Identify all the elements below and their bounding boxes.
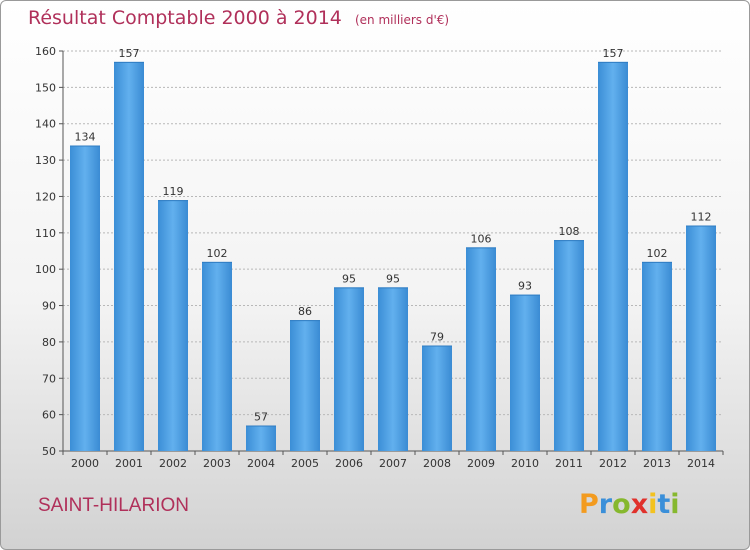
value-label: 106 xyxy=(471,232,492,245)
x-tick-label: 2000 xyxy=(71,457,99,470)
logo-letter: P xyxy=(579,489,599,520)
city-name: SAINT-HILARION xyxy=(38,495,189,516)
logo-letter: t xyxy=(657,489,671,520)
value-label: 157 xyxy=(119,47,140,60)
value-label: 95 xyxy=(342,272,356,285)
value-label: 119 xyxy=(163,185,184,198)
y-tick-label: 150 xyxy=(35,81,56,94)
x-tick-label: 2003 xyxy=(203,457,231,470)
value-label: 157 xyxy=(603,47,624,60)
bar xyxy=(686,225,716,451)
value-label: 134 xyxy=(75,131,96,144)
value-label: 95 xyxy=(386,272,400,285)
bar xyxy=(510,294,540,451)
y-tick-label: 70 xyxy=(42,372,56,385)
labels: 50 60 70 80 90 100 110 120 130 140 150 160 134 2000 15… xyxy=(35,45,715,470)
y-tick-label: 60 xyxy=(42,409,56,422)
bars xyxy=(70,61,716,452)
x-tick-label: 2005 xyxy=(291,457,319,470)
bar xyxy=(158,200,188,451)
y-tick-label: 160 xyxy=(35,45,56,58)
chart-title: Résultat Comptable 2000 à 2014 xyxy=(28,7,342,29)
value-label: 86 xyxy=(298,305,312,318)
x-tick-label: 2013 xyxy=(643,457,671,470)
bar xyxy=(554,240,584,451)
x-tick-label: 2014 xyxy=(687,457,715,470)
y-tick-label: 90 xyxy=(42,300,56,313)
x-tick-label: 2006 xyxy=(335,457,363,470)
bar xyxy=(246,425,276,451)
bar xyxy=(598,61,628,452)
value-label: 102 xyxy=(207,247,228,260)
value-label: 102 xyxy=(647,247,668,260)
bar xyxy=(642,261,672,451)
x-tick-label: 2007 xyxy=(379,457,407,470)
x-tick-label: 2004 xyxy=(247,457,275,470)
title-row: Résultat Comptable 2000 à 2014 (en milli… xyxy=(28,7,449,29)
logo-letter: r xyxy=(598,489,613,520)
x-tick-label: 2012 xyxy=(599,457,627,470)
value-label: 112 xyxy=(691,211,712,224)
value-label: 108 xyxy=(559,225,580,238)
x-tick-label: 2001 xyxy=(115,457,143,470)
y-tick-label: 140 xyxy=(35,118,56,131)
bar xyxy=(334,287,364,451)
bar xyxy=(466,247,496,451)
y-tick-label: 130 xyxy=(35,154,56,167)
bar xyxy=(422,345,452,451)
x-tick-label: 2009 xyxy=(467,457,495,470)
y-tick-label: 100 xyxy=(35,263,56,276)
logo-letter: o xyxy=(612,489,631,520)
x-tick-label: 2010 xyxy=(511,457,539,470)
logo-letter: i xyxy=(648,489,658,520)
logo-letter: x xyxy=(630,489,649,520)
y-tick-label: 80 xyxy=(42,336,56,349)
y-tick-label: 50 xyxy=(42,445,56,458)
value-label: 93 xyxy=(518,280,532,293)
x-tick-label: 2011 xyxy=(555,457,583,470)
chart-subtitle: (en milliers d'€) xyxy=(354,13,450,27)
logo-letter: i xyxy=(670,489,680,520)
y-tick-label: 110 xyxy=(35,227,56,240)
value-label: 79 xyxy=(430,331,444,344)
proxiti-logo: Proxiti xyxy=(579,489,680,520)
bar xyxy=(378,287,408,451)
bar xyxy=(114,61,144,452)
x-tick-label: 2002 xyxy=(159,457,187,470)
bar xyxy=(202,261,232,451)
bar xyxy=(70,145,100,451)
value-label: 57 xyxy=(254,411,268,424)
x-tick-label: 2008 xyxy=(423,457,451,470)
bar xyxy=(290,320,320,451)
y-tick-label: 120 xyxy=(35,190,56,203)
